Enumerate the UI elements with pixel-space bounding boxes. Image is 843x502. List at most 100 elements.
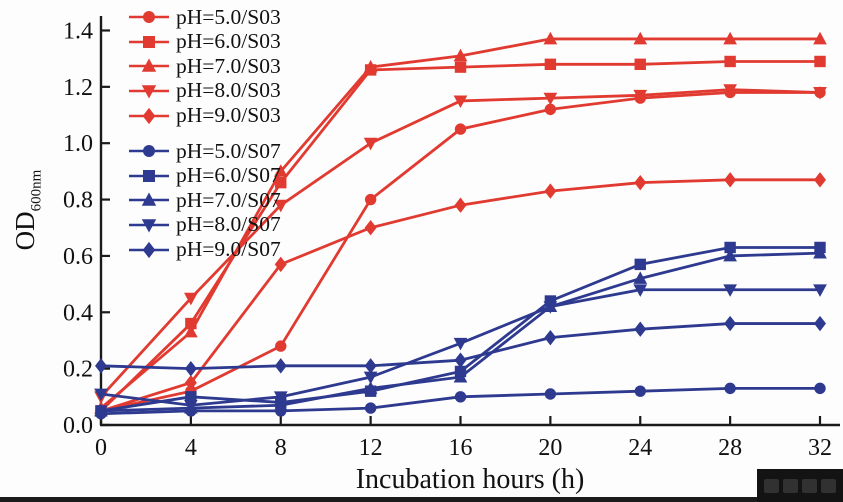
triangle-up-marker-icon	[813, 31, 827, 45]
watermark-glyph	[764, 478, 779, 493]
legend-label: pH=5.0/S03	[176, 4, 281, 29]
triangle-up-marker-icon	[723, 248, 737, 262]
diamond-marker-icon	[142, 107, 156, 124]
circle-marker-icon	[275, 340, 287, 352]
triangle-down-marker-icon	[184, 399, 198, 413]
diamond-marker-icon	[184, 375, 197, 391]
series-line	[100, 246, 820, 413]
triangle-down-marker-icon	[363, 371, 378, 385]
triangle-up-marker-icon	[94, 403, 108, 417]
x-axis-label: Incubation hours (h)	[355, 464, 585, 495]
x-tick-label: 32	[808, 435, 832, 461]
legend-item: pH=6.0/S03	[128, 30, 281, 55]
diamond-marker-icon	[724, 315, 737, 332]
square-marker-icon	[454, 61, 467, 73]
circle-marker-icon	[544, 103, 557, 116]
x-tick-label: 28	[718, 435, 742, 461]
circle-marker-icon	[634, 385, 646, 397]
diamond-marker-icon	[544, 329, 557, 346]
x-tick-label: 12	[359, 435, 383, 461]
legend-item: pH=5.0/S03	[128, 5, 281, 30]
triangle-down-marker-icon	[273, 391, 288, 404]
x-tick-label: 4	[185, 435, 197, 461]
legend-marker	[129, 145, 169, 158]
triangle-up-marker-icon	[543, 31, 558, 45]
triangle-up-marker-icon	[363, 59, 378, 73]
legend-item: pH=8.0/S07	[128, 213, 281, 238]
square-marker-icon	[634, 58, 646, 70]
watermark-glyph	[802, 478, 817, 493]
legend-marker	[129, 58, 169, 73]
y-tick-label: 0.0	[63, 413, 93, 439]
series-pH=8.0/S07	[94, 284, 827, 413]
legend-marker	[129, 219, 169, 233]
y-tick-label: 0.2	[63, 357, 93, 383]
legend-item: pH=8.0/S03	[128, 79, 281, 104]
legend-label: pH=7.0/S03	[176, 53, 281, 78]
triangle-up-marker-icon	[453, 48, 468, 62]
legend-item: pH=6.0/S07	[128, 164, 281, 189]
diamond-marker-icon	[454, 197, 467, 213]
legend-label: pH=6.0/S03	[176, 29, 281, 54]
watermark-glyph	[783, 478, 798, 493]
square-marker-icon	[185, 317, 197, 330]
square-marker-icon	[143, 35, 155, 48]
triangle-down-marker-icon	[633, 284, 648, 297]
triangle-down-marker-icon	[453, 337, 468, 351]
diamond-marker-icon	[724, 172, 737, 188]
x-tick-label: 8	[275, 435, 287, 461]
square-marker-icon	[275, 176, 287, 189]
square-marker-icon	[814, 55, 826, 68]
circle-marker-icon	[724, 382, 736, 395]
square-marker-icon	[724, 241, 736, 254]
triangle-down-marker-icon	[273, 199, 288, 213]
triangle-up-marker-icon	[141, 192, 157, 207]
diamond-marker-icon	[274, 256, 287, 273]
circle-marker-icon	[143, 11, 155, 24]
legend-label: pH=5.0/S07	[176, 138, 281, 163]
legend: pH=5.0/S03 pH=6.0/S03 pH=7.0/S03 pH=8.0/S03…	[128, 5, 281, 262]
series-pH=6.0/S07	[95, 241, 826, 417]
triangle-up-marker-icon	[184, 324, 198, 338]
diamond-marker-icon	[184, 360, 197, 377]
diamond-marker-icon	[364, 358, 377, 374]
circle-marker-icon	[544, 388, 557, 400]
circle-marker-icon	[143, 145, 155, 158]
circle-marker-icon	[454, 391, 467, 403]
triangle-up-marker-icon	[723, 31, 737, 45]
legend-label: pH=8.0/S03	[176, 78, 281, 103]
legend-label: pH=8.0/S07	[176, 212, 281, 237]
y-axis-label-main: OD	[10, 211, 40, 251]
triangle-down-marker-icon	[141, 219, 157, 233]
circle-marker-icon	[454, 123, 467, 135]
diamond-marker-icon	[274, 358, 287, 374]
legend-item: pH=9.0/S03	[128, 103, 281, 128]
triangle-up-marker-icon	[363, 381, 378, 394]
triangle-down-marker-icon	[813, 284, 827, 297]
triangle-down-marker-icon	[633, 89, 648, 103]
x-tick-label: 0	[95, 435, 107, 461]
diamond-marker-icon	[814, 172, 826, 188]
x-tick-label: 20	[538, 435, 562, 461]
legend-label: pH=6.0/S07	[176, 163, 281, 188]
legend-item: pH=7.0/S03	[128, 54, 281, 79]
x-tick-label: 24	[628, 435, 652, 461]
triangle-down-marker-icon	[723, 84, 737, 97]
y-tick-label: 0.6	[63, 244, 93, 270]
triangle-up-marker-icon	[813, 245, 827, 259]
legend-label: pH=9.0/S03	[176, 102, 281, 127]
triangle-down-marker-icon	[184, 292, 198, 306]
triangle-down-marker-icon	[543, 301, 558, 314]
diamond-marker-icon	[544, 183, 557, 199]
triangle-up-marker-icon	[273, 398, 288, 411]
legend-marker	[129, 192, 169, 207]
watermark	[757, 469, 843, 502]
legend-item: pH=9.0/S07	[128, 237, 281, 262]
diamond-marker-icon	[634, 321, 647, 337]
diamond-marker-icon	[95, 358, 107, 374]
triangle-up-marker-icon	[633, 31, 648, 45]
legend-item: pH=5.0/S07	[128, 139, 281, 164]
series-line	[100, 251, 821, 413]
watermark-glyph	[821, 478, 836, 493]
